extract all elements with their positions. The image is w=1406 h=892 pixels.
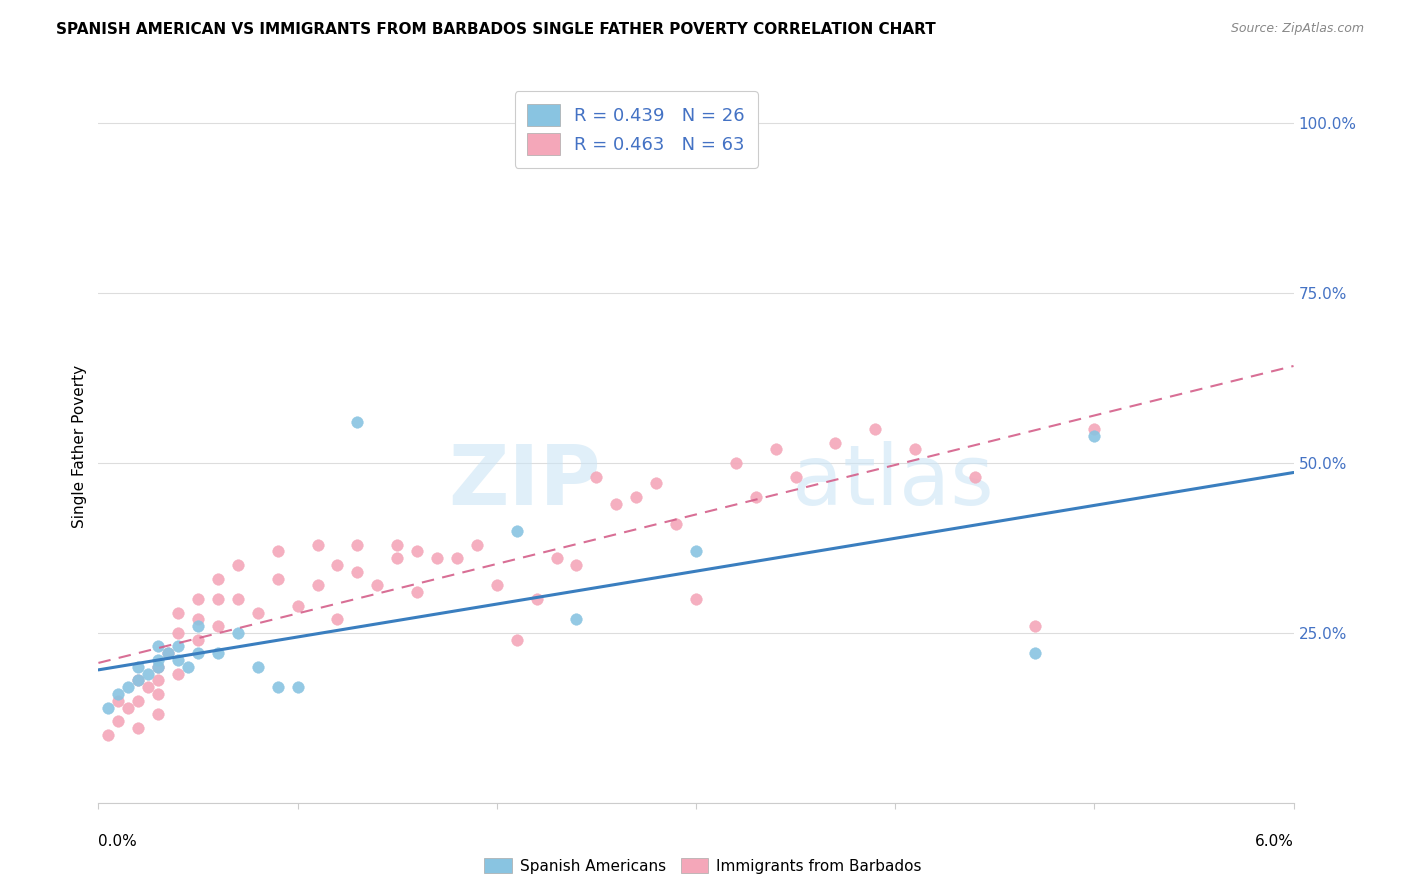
Point [824,435,846,450]
Point [526,591,548,606]
Y-axis label: Single Father Poverty: Single Father Poverty [72,365,87,527]
Point [624,490,647,504]
Point [148,653,170,667]
Point [267,544,290,558]
Text: SPANISH AMERICAN VS IMMIGRANTS FROM BARBADOS SINGLE FATHER POVERTY CORRELATION C: SPANISH AMERICAN VS IMMIGRANTS FROM BARB… [56,22,936,37]
Text: Source: ZipAtlas.com: Source: ZipAtlas.com [1230,22,1364,36]
Point [406,544,429,558]
Point [565,558,588,572]
Point [148,640,170,654]
Point [167,640,190,654]
Point [148,660,170,674]
Point [724,456,747,470]
Text: ZIP: ZIP [449,442,600,522]
Point [187,646,209,660]
Point [406,585,429,599]
Point [246,660,269,674]
Point [148,673,170,688]
Point [187,591,209,606]
Point [148,687,170,701]
Point [645,476,668,491]
Point [246,606,269,620]
Point [127,660,149,674]
Point [127,673,149,688]
Point [1024,646,1046,660]
Point [226,591,249,606]
Point [157,646,180,660]
Point [326,612,349,626]
Point [307,578,329,592]
Point [177,660,200,674]
Point [765,442,787,457]
Point [326,558,349,572]
Point [226,626,249,640]
Point [963,469,986,483]
Point [785,469,807,483]
Point [187,619,209,633]
Point [346,415,368,429]
Point [565,612,588,626]
Point [745,490,768,504]
Point [863,422,886,436]
Point [605,497,627,511]
Point [207,572,229,586]
Point [117,680,139,694]
Point [366,578,388,592]
Point [1024,619,1046,633]
Point [167,666,190,681]
Point [127,694,149,708]
Point [97,700,120,714]
Point [685,544,707,558]
Point [665,517,688,532]
Point [207,619,229,633]
Point [207,591,229,606]
Point [267,572,290,586]
Legend: Spanish Americans, Immigrants from Barbados: Spanish Americans, Immigrants from Barba… [478,852,928,880]
Point [226,558,249,572]
Point [167,606,190,620]
Point [546,551,568,566]
Point [485,578,508,592]
Point [506,524,529,538]
Point [465,537,488,551]
Point [107,714,129,729]
Point [307,537,329,551]
Point [187,632,209,647]
Point [385,551,409,566]
Point [148,660,170,674]
Point [506,632,529,647]
Point [107,687,129,701]
Legend: R = 0.439   N = 26, R = 0.463   N = 63: R = 0.439 N = 26, R = 0.463 N = 63 [515,91,758,168]
Point [148,707,170,722]
Point [287,680,309,694]
Text: 6.0%: 6.0% [1254,834,1294,849]
Point [97,728,120,742]
Point [167,653,190,667]
Point [207,646,229,660]
Point [385,537,409,551]
Point [1083,429,1105,443]
Point [267,680,290,694]
Text: atlas: atlas [792,442,993,522]
Point [127,721,149,735]
Point [1083,422,1105,436]
Point [136,666,159,681]
Point [187,612,209,626]
Point [136,680,159,694]
Point [107,694,129,708]
Point [167,626,190,640]
Point [685,591,707,606]
Point [117,700,139,714]
Point [426,551,449,566]
Point [287,599,309,613]
Point [346,565,368,579]
Point [904,442,927,457]
Text: 0.0%: 0.0% [98,834,138,849]
Point [346,537,368,551]
Point [157,646,180,660]
Point [127,673,149,688]
Point [446,551,468,566]
Point [585,469,607,483]
